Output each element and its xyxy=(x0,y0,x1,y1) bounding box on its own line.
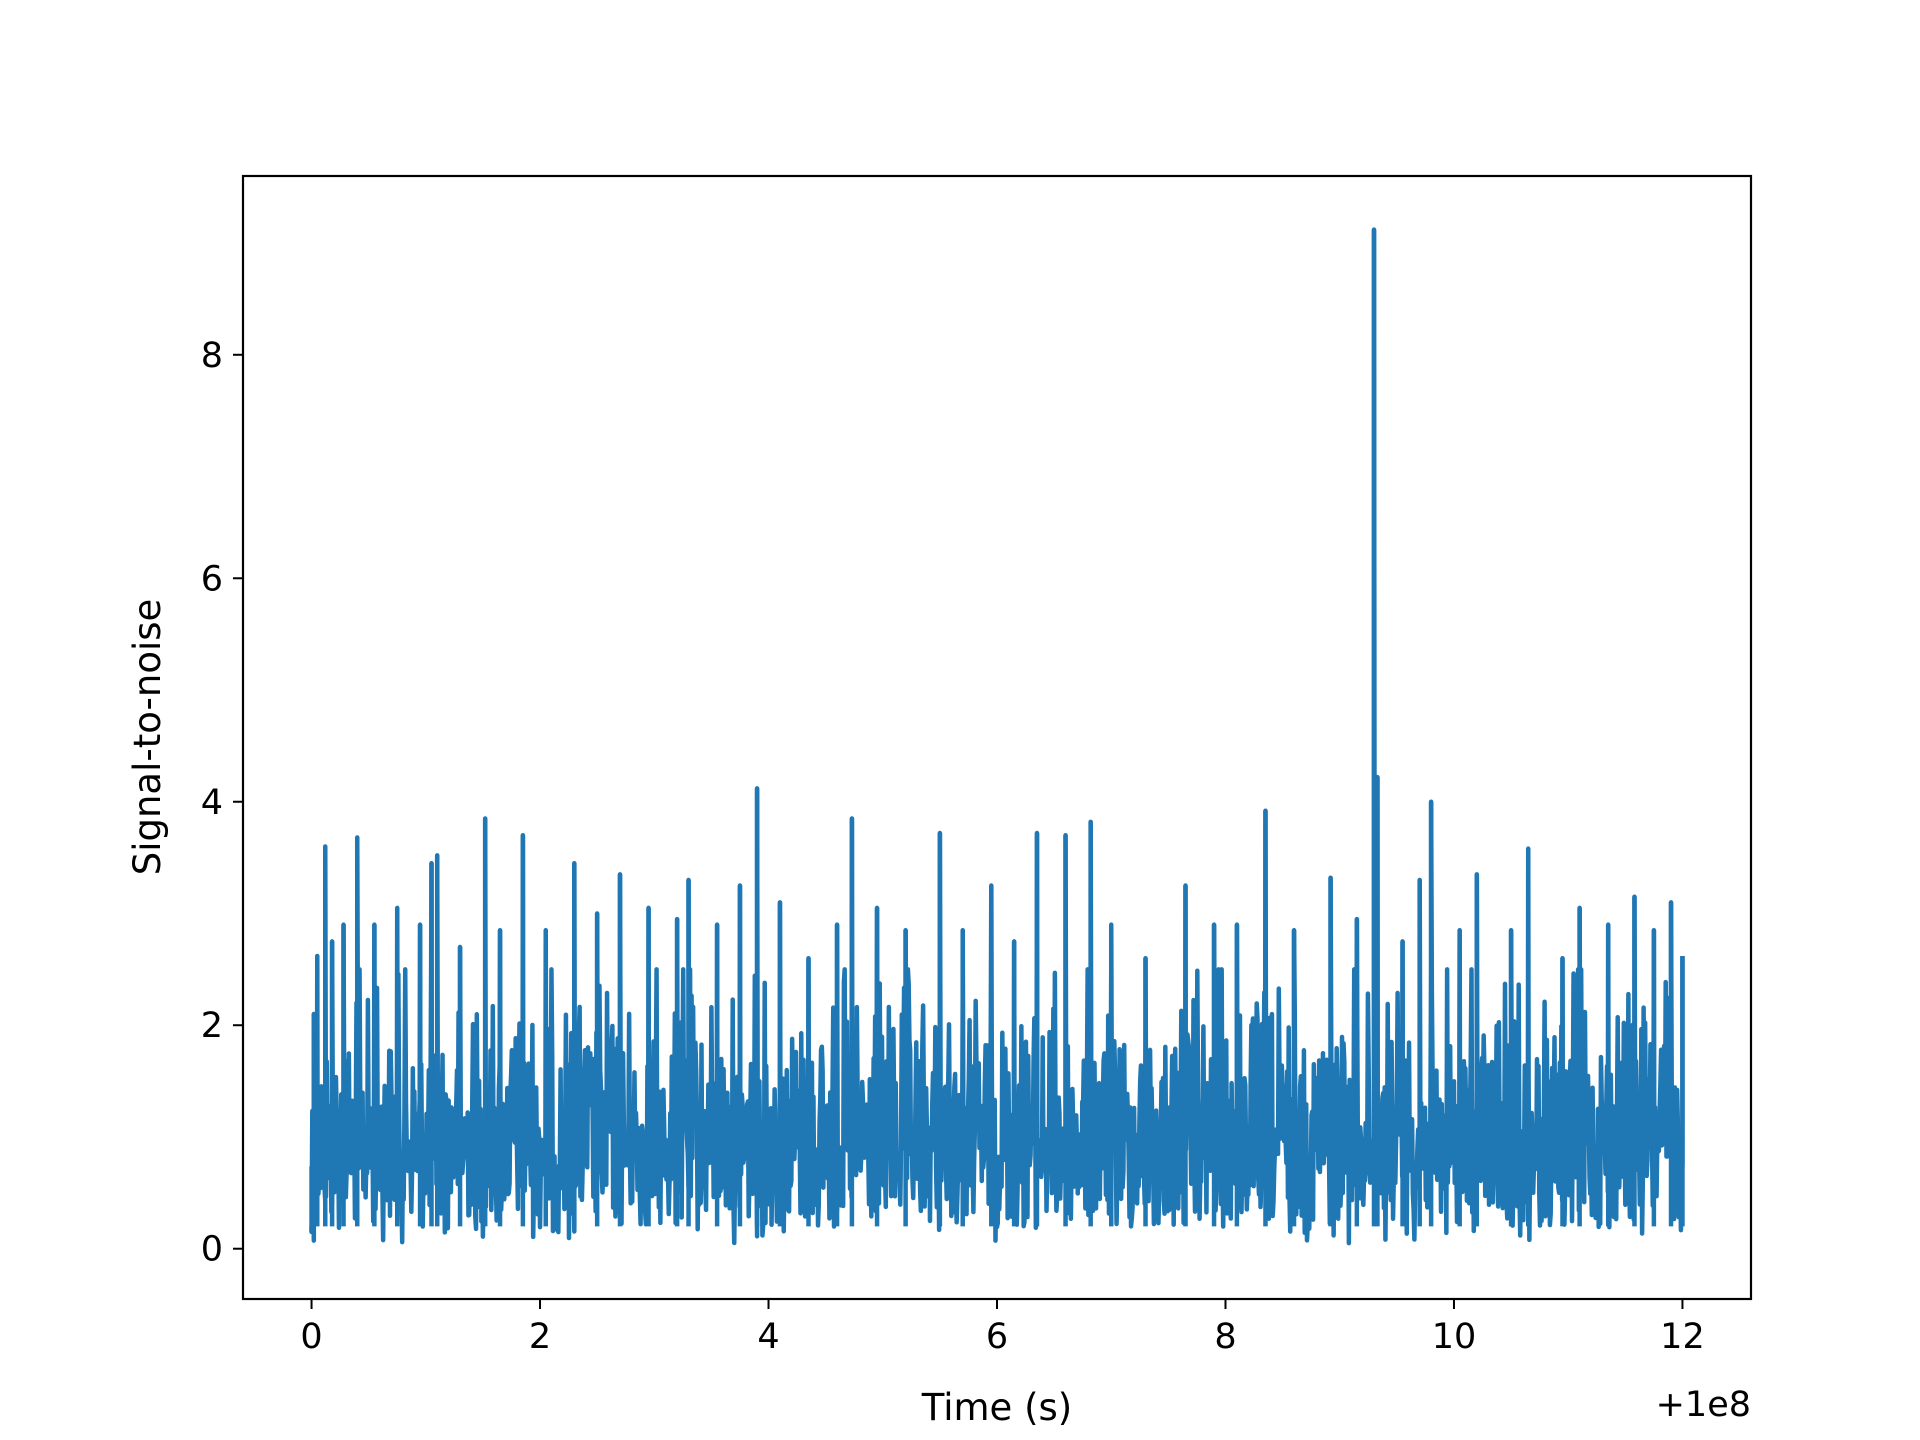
x-axis: 0 2 4 6 8 10 12 xyxy=(300,1299,1705,1357)
x-axis-offset-label: +1e8 xyxy=(1656,1385,1751,1425)
y-tick-label-4: 4 xyxy=(201,783,223,823)
y-tick-label-6: 6 xyxy=(201,559,223,599)
snr-series-line xyxy=(309,227,1685,1246)
x-tick-label-0: 0 xyxy=(300,1317,322,1357)
x-tick-label-12: 12 xyxy=(1660,1317,1705,1357)
y-tick-label-2: 2 xyxy=(201,1006,223,1046)
x-tick-label-8: 8 xyxy=(1214,1317,1236,1357)
x-tick-label-10: 10 xyxy=(1432,1317,1477,1357)
x-tick-label-4: 4 xyxy=(757,1317,779,1357)
x-axis-title: Time (s) xyxy=(921,1386,1072,1429)
x-tick-label-2: 2 xyxy=(529,1317,551,1357)
y-axis: 0 2 4 6 8 xyxy=(201,336,243,1270)
x-tick-label-6: 6 xyxy=(986,1317,1008,1357)
y-tick-label-8: 8 xyxy=(201,336,223,376)
y-tick-label-0: 0 xyxy=(201,1230,223,1270)
y-axis-title: Signal-to-noise xyxy=(126,599,169,876)
plot-area xyxy=(309,227,1685,1246)
